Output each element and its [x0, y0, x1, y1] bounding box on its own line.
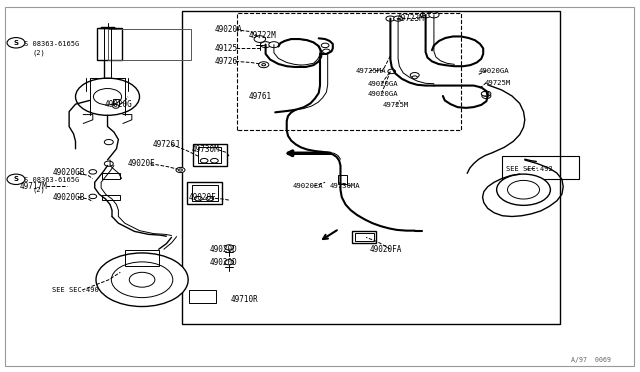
Text: 49730M: 49730M: [192, 145, 220, 154]
Bar: [102, 195, 120, 200]
Bar: [108, 29, 191, 60]
Text: 49020EA: 49020EA: [293, 183, 324, 189]
Text: 49020GB: 49020GB: [52, 193, 85, 202]
Text: (2): (2): [32, 186, 45, 193]
Circle shape: [76, 78, 140, 115]
Text: S: S: [13, 40, 19, 46]
Circle shape: [410, 73, 419, 78]
Text: SEE SEC.490: SEE SEC.490: [52, 287, 99, 293]
Circle shape: [93, 89, 122, 105]
Bar: [182, 11, 560, 324]
Circle shape: [497, 174, 550, 205]
Text: 49020GA: 49020GA: [368, 81, 399, 87]
Circle shape: [211, 158, 218, 163]
Bar: [338, 175, 347, 184]
Circle shape: [259, 62, 269, 68]
Text: S: S: [13, 176, 19, 182]
Text: 49725M: 49725M: [485, 80, 511, 86]
Text: 49020F: 49020F: [189, 193, 216, 202]
Circle shape: [262, 64, 266, 66]
Text: 49020E: 49020E: [128, 159, 156, 168]
Circle shape: [104, 140, 113, 145]
Circle shape: [104, 161, 113, 166]
Text: S 08363-6165G: S 08363-6165G: [24, 177, 79, 183]
Bar: [502, 156, 579, 179]
Circle shape: [269, 42, 279, 48]
Text: (2): (2): [32, 49, 45, 56]
Text: 49020GA: 49020GA: [368, 91, 399, 97]
Circle shape: [206, 196, 214, 201]
Circle shape: [179, 169, 182, 171]
Circle shape: [386, 16, 395, 21]
Circle shape: [321, 43, 329, 48]
Text: 49725M: 49725M: [383, 102, 409, 108]
Circle shape: [195, 196, 202, 201]
Bar: [352, 231, 376, 243]
Circle shape: [7, 38, 25, 48]
Text: 49723M: 49723M: [397, 14, 424, 23]
Circle shape: [96, 253, 188, 307]
Circle shape: [482, 93, 491, 99]
Bar: [113, 99, 119, 105]
Bar: [189, 290, 216, 303]
Circle shape: [176, 167, 185, 173]
Text: 49717M: 49717M: [19, 182, 47, 190]
Circle shape: [394, 16, 403, 21]
Bar: [102, 173, 120, 179]
Bar: [125, 250, 159, 266]
Circle shape: [482, 91, 491, 96]
Text: A/97  0069: A/97 0069: [571, 357, 611, 363]
Text: 49020D: 49020D: [210, 245, 237, 254]
Circle shape: [129, 272, 155, 287]
Circle shape: [111, 262, 173, 298]
Circle shape: [481, 92, 489, 96]
Text: SEE SEC.492: SEE SEC.492: [506, 166, 552, 172]
Circle shape: [260, 42, 271, 48]
Text: 49725MA: 49725MA: [355, 68, 386, 74]
Circle shape: [225, 260, 234, 265]
Text: 49710R: 49710R: [230, 295, 258, 304]
Text: 49726: 49726: [214, 57, 237, 66]
Bar: [193, 144, 227, 166]
Circle shape: [412, 76, 417, 79]
Circle shape: [200, 158, 208, 163]
Circle shape: [420, 12, 431, 18]
Text: 49761: 49761: [248, 92, 271, 101]
Text: 49722M: 49722M: [248, 31, 276, 40]
Text: 49020G: 49020G: [104, 100, 132, 109]
Bar: [187, 182, 222, 204]
Text: 49020FA: 49020FA: [370, 245, 403, 254]
Text: 49730MA: 49730MA: [330, 183, 360, 189]
Bar: [97, 28, 122, 60]
Text: 49020GB: 49020GB: [52, 169, 85, 177]
Bar: [198, 147, 221, 163]
Bar: [192, 185, 218, 201]
Circle shape: [89, 194, 97, 199]
Circle shape: [429, 12, 439, 18]
Text: 49125: 49125: [214, 44, 237, 53]
Text: 49020GA: 49020GA: [479, 68, 509, 74]
Circle shape: [225, 245, 234, 250]
Circle shape: [113, 105, 119, 108]
Circle shape: [508, 180, 540, 199]
Text: 49020A: 49020A: [214, 25, 242, 34]
Circle shape: [388, 69, 396, 74]
Text: S 08363-6165G: S 08363-6165G: [24, 41, 79, 46]
Circle shape: [89, 170, 97, 174]
Circle shape: [254, 36, 266, 42]
Circle shape: [7, 174, 25, 185]
Text: 49020D: 49020D: [210, 258, 237, 267]
Bar: [355, 233, 374, 241]
Text: 49726J: 49726J: [152, 140, 180, 149]
Circle shape: [323, 49, 330, 54]
